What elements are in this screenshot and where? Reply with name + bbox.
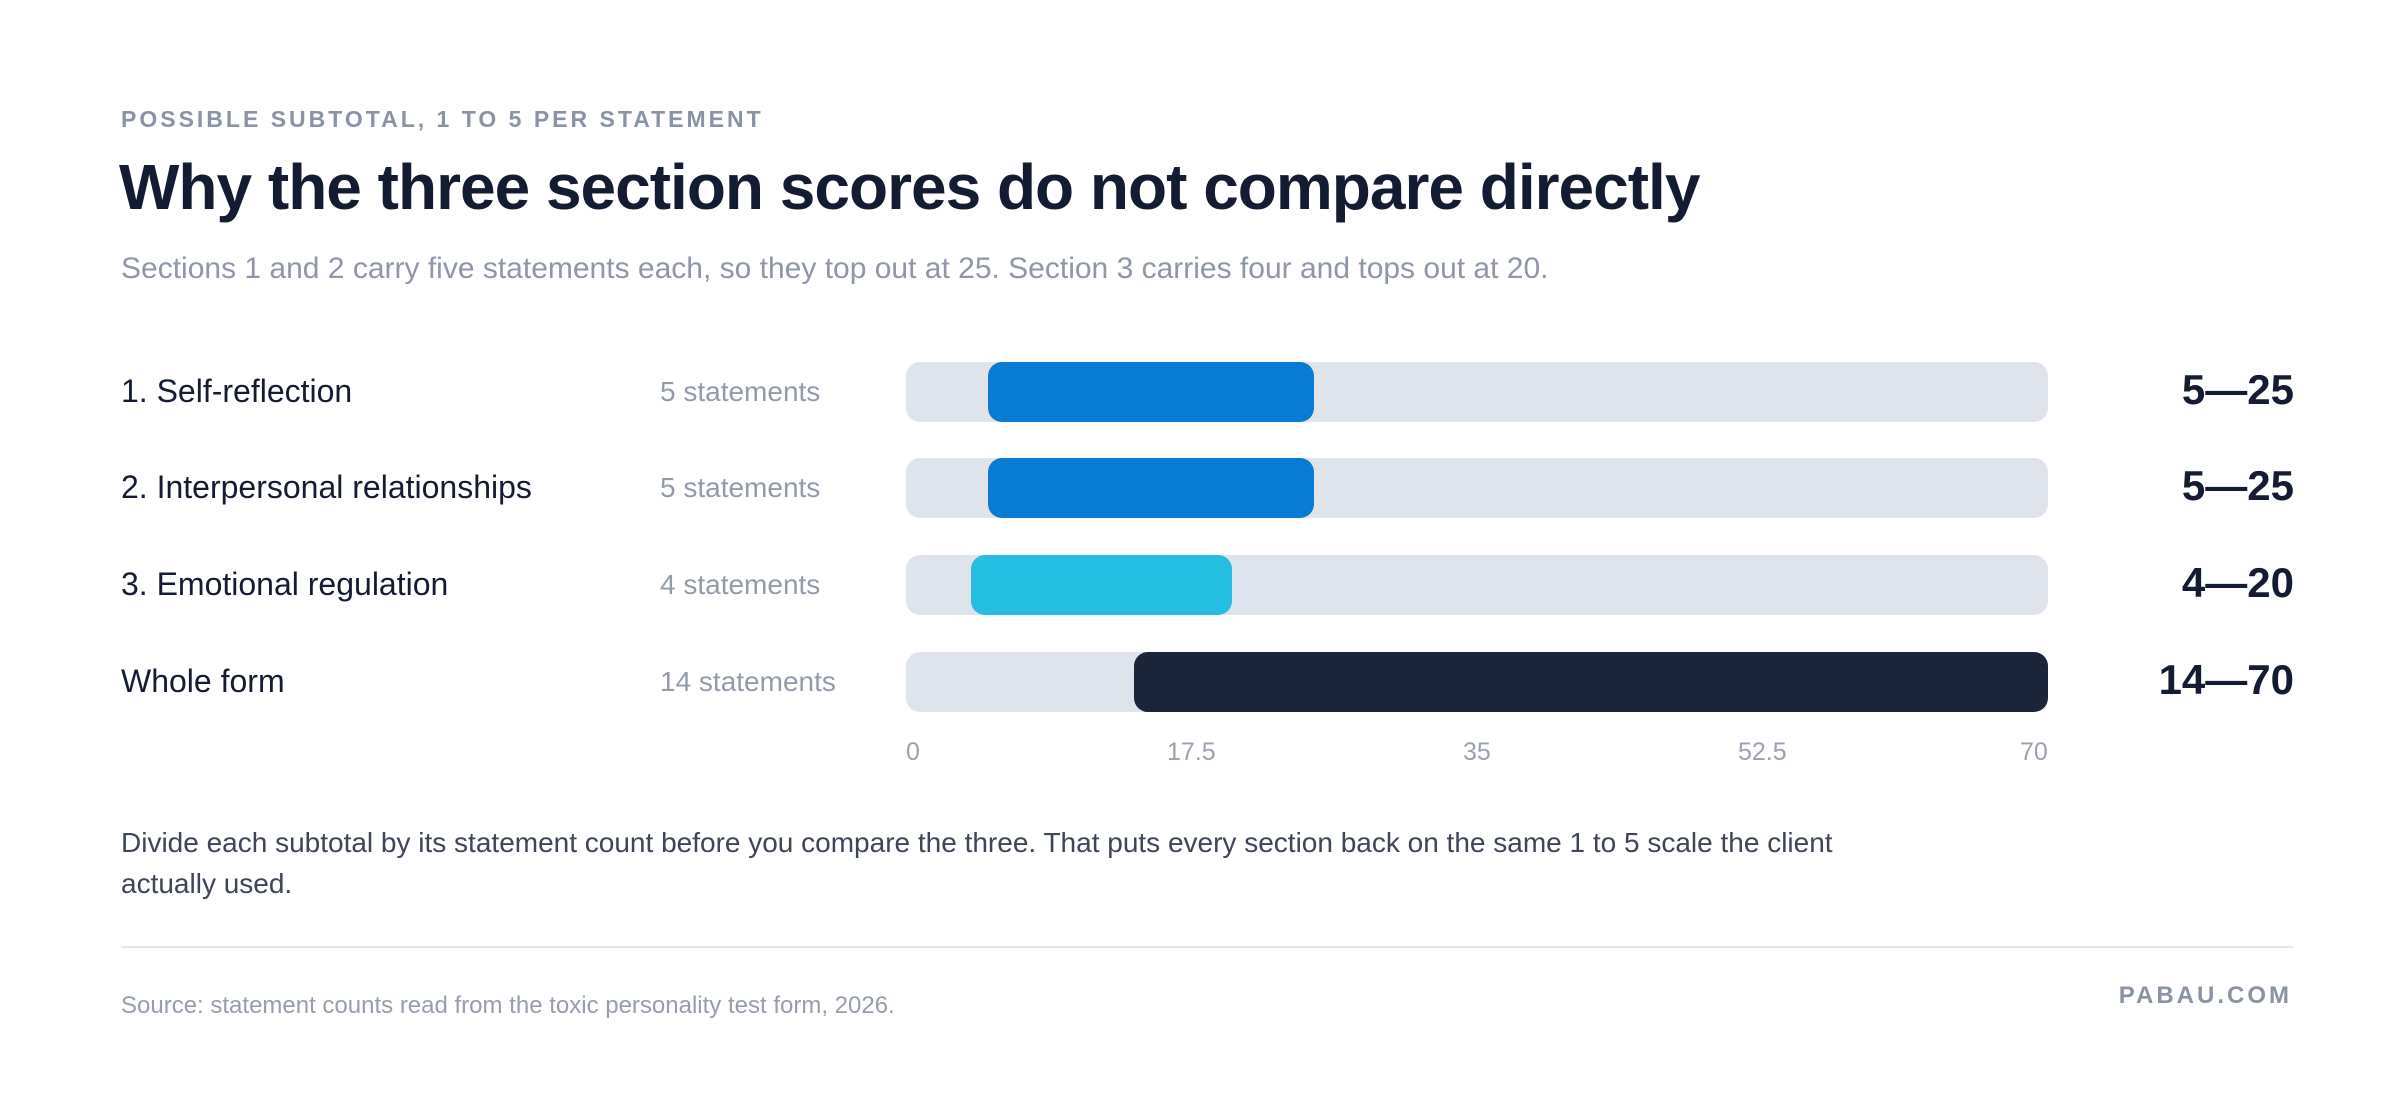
- source-note: Source: statement counts read from the t…: [121, 992, 895, 1019]
- row-label: Whole form: [121, 663, 285, 699]
- chart-row: 2. Interpersonal relationships 5 statemen…: [0, 458, 2400, 518]
- row-statement-count: 5 statements: [660, 472, 821, 503]
- row-statement-count: 4 statements: [660, 569, 821, 600]
- x-tick-label: 0: [906, 738, 920, 766]
- range-bar: [1134, 652, 2048, 712]
- row-label: 2. Interpersonal relationships: [121, 469, 532, 505]
- brand-label: PABAU.COM: [2118, 982, 2292, 1009]
- row-statement-count: 5 statements: [660, 376, 821, 407]
- bar-track: [906, 652, 2048, 712]
- range-value-label: 4—20: [2181, 559, 2294, 606]
- x-tick-label: 35: [1463, 738, 1491, 766]
- range-bar: [971, 555, 1233, 615]
- eyebrow-label: POSSIBLE SUBTOTAL, 1 TO 5 PER STATEMENT: [121, 106, 764, 132]
- x-tick-label: 52.5: [1738, 738, 1787, 766]
- range-value-label: 5—25: [2181, 462, 2294, 509]
- range-value-label: 14—70: [2158, 656, 2294, 703]
- x-tick-label: 70: [2020, 738, 2048, 766]
- row-label: 3. Emotional regulation: [121, 566, 449, 602]
- footer-divider: [121, 946, 2293, 948]
- chart-row: 3. Emotional regulation 4 statements 4—20: [0, 555, 2400, 615]
- page-title: Why the three section scores do not comp…: [119, 151, 1700, 223]
- chart-row: Whole form 14 statements 14—70: [0, 652, 2400, 712]
- range-bar: [987, 362, 1314, 422]
- bar-track: [906, 458, 2048, 518]
- x-tick-label: 17.5: [1167, 738, 1216, 766]
- chart-note: Divide each subtotal by its statement co…: [121, 827, 1833, 899]
- row-statement-count: 14 statements: [660, 666, 836, 697]
- bar-track: [906, 555, 2048, 615]
- row-label: 1. Self-reflection: [121, 373, 353, 409]
- page-subtitle: Sections 1 and 2 carry five statements e…: [121, 252, 1549, 285]
- range-bar: [987, 458, 1314, 518]
- range-value-label: 5—25: [2181, 366, 2294, 413]
- chart-row: 1. Self-reflection 5 statements 5—25: [0, 362, 2400, 422]
- bar-track: [906, 362, 2048, 422]
